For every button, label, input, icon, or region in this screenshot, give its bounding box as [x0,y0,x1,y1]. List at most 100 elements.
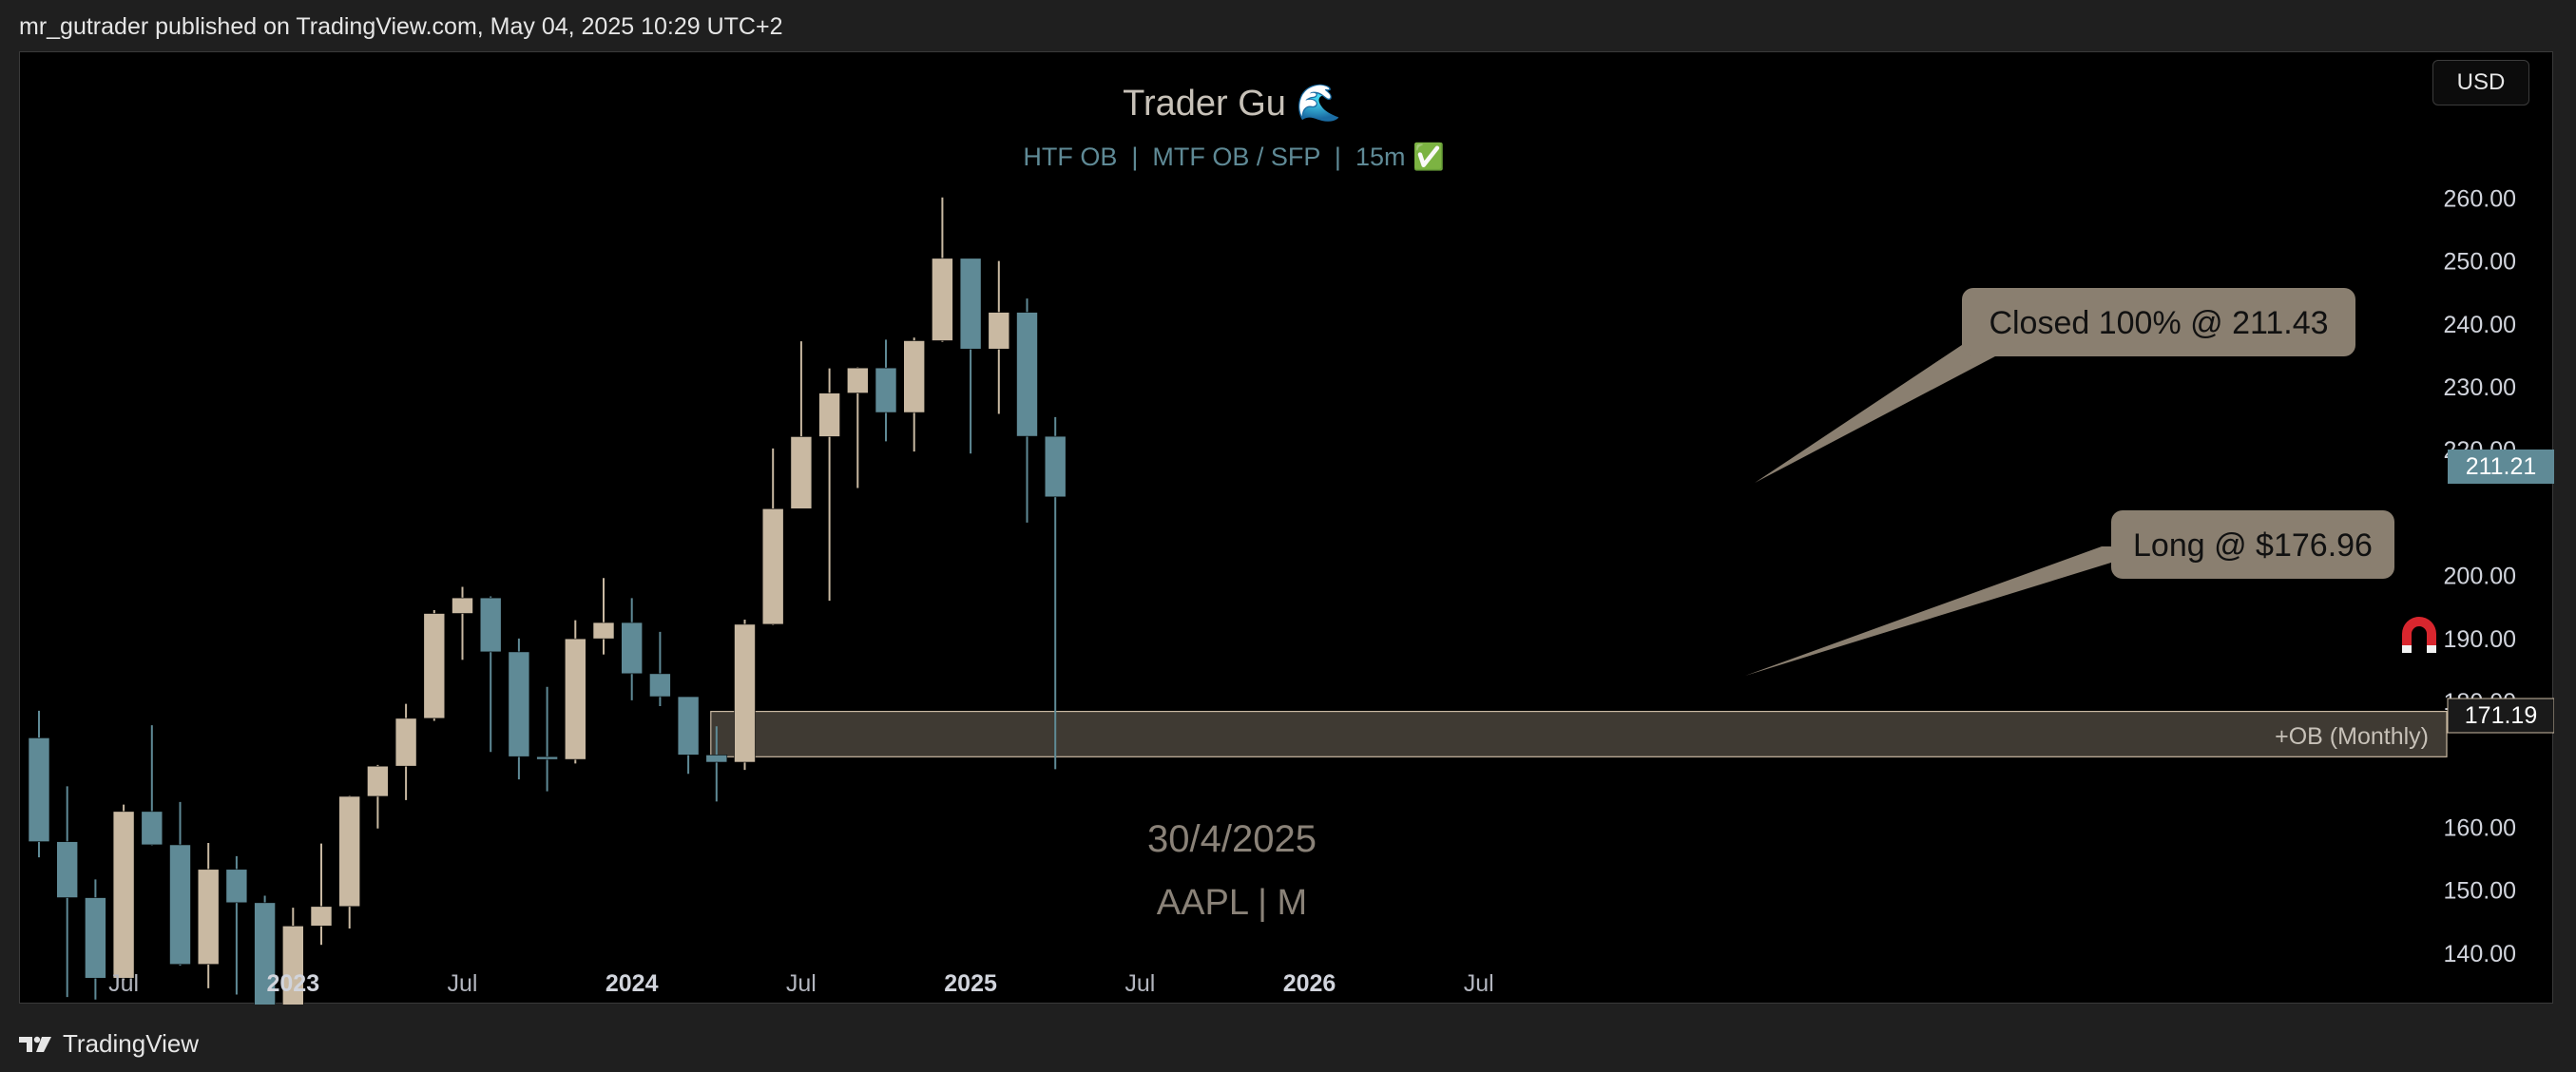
candle[interactable] [508,638,530,780]
price-chart[interactable]: Closed 100% @ 211.43 Long @ $176.96 Trad… [20,52,2554,1005]
candle[interactable] [394,703,417,800]
candle[interactable] [790,341,813,509]
candle[interactable] [536,686,558,792]
candle[interactable] [677,696,700,775]
x-axis-tick-label: Jul [108,970,139,997]
candle[interactable] [141,725,163,846]
x-axis-tick-label: Jul [448,970,478,997]
closed-callout-pointer [1755,328,2049,483]
closed-callout-box[interactable] [1962,288,2355,356]
y-axis-tick-label: 260.00 [2444,185,2516,212]
candle[interactable] [734,619,756,771]
candle[interactable] [959,258,982,454]
candle[interactable] [621,598,644,700]
indicator-subtitle: HTF OB | MTF OB / SFP | 15m ✅ [1023,142,1444,171]
candle-body [56,841,79,898]
candle-body [394,718,417,767]
long-callout-pointer [1745,546,2163,676]
candle[interactable] [85,879,106,1000]
candle[interactable] [564,620,586,764]
candle[interactable] [1016,298,1038,523]
y-axis-tick-label: 240.00 [2444,312,2516,338]
candle[interactable] [338,795,361,928]
candle[interactable] [988,260,1010,414]
candle-body [959,258,982,350]
candle-body [423,613,446,719]
long-callout-box[interactable] [2111,510,2394,579]
magnet-icon[interactable] [2402,617,2436,653]
last-price-badge-label: 211.21 [2466,453,2537,480]
candle-body [1044,435,1067,498]
candle[interactable] [112,804,135,981]
candle[interactable] [452,586,473,660]
candle-body [790,436,813,509]
candle-body [197,869,220,966]
candle-body [254,902,276,1005]
candle-body [734,623,756,763]
candle-body [621,622,644,675]
candle-body [281,926,304,1005]
x-axis-tick-label: 2026 [1283,970,1336,997]
publish-info: mr_gutrader published on TradingView.com… [19,13,783,40]
candle[interactable] [846,367,869,488]
candle[interactable] [225,855,248,995]
indicator-title: Trader Gu 🌊 [1123,82,1341,124]
y-axis-tick-label: 150.00 [2444,878,2516,905]
y-axis-tick-label: 140.00 [2444,941,2516,967]
candle-body [310,906,333,927]
candle[interactable] [705,726,728,802]
y-axis-tick-label: 190.00 [2444,626,2516,653]
candle[interactable] [281,908,304,1005]
watermark-symbol: AAPL | M [1157,883,1307,923]
y-axis-tick-label: 230.00 [2444,374,2516,401]
footer-brand[interactable]: TradingView [19,1029,199,1059]
candle[interactable] [28,710,50,858]
candle-body [452,597,473,614]
x-axis-tick-label: 2023 [266,970,319,997]
y-axis-tick-label: 200.00 [2444,564,2516,590]
candle[interactable] [818,368,840,602]
candle[interactable] [875,339,897,442]
closed-callout-label: Closed 100% @ 211.43 [1989,305,2328,341]
candle[interactable] [56,786,79,998]
candle[interactable] [310,843,333,946]
candle-body [112,811,135,979]
x-axis-tick-label: Jul [786,970,817,997]
candle-body [479,597,502,653]
candle-body [649,673,671,698]
candle[interactable] [761,448,784,625]
candle-body [338,795,361,908]
candle[interactable] [197,842,220,988]
candle[interactable] [479,596,502,753]
tradingview-logo-icon [19,1035,53,1054]
candle-body [705,755,728,763]
candle-body [28,737,50,842]
last-price-badge [2448,450,2554,484]
candle[interactable] [423,610,446,721]
candle-body [903,340,926,413]
candle[interactable] [649,631,671,706]
candle-body [818,392,840,437]
candle[interactable] [903,337,926,452]
currency-button[interactable]: USD [2432,60,2529,105]
candle-body [536,756,558,760]
x-axis-tick-label: 2024 [606,970,659,997]
candle-body [564,638,586,760]
candle[interactable] [254,895,276,1005]
candle-body [932,258,953,341]
ob-zone[interactable] [710,710,2448,757]
candle[interactable] [592,578,615,655]
candle-body [169,844,191,966]
candle[interactable] [932,197,953,342]
watermark-date: 30/4/2025 [1147,818,1317,860]
candle[interactable] [169,801,191,967]
candle-body [875,367,897,413]
candle-body [367,765,389,797]
candle-body [141,811,163,846]
ob-price-badge-label: 171.19 [2465,702,2537,729]
candle-body [677,696,700,756]
candle-body [508,651,530,757]
candle[interactable] [1044,416,1067,770]
y-axis-tick-label: 250.00 [2444,249,2516,276]
candle[interactable] [367,764,389,829]
